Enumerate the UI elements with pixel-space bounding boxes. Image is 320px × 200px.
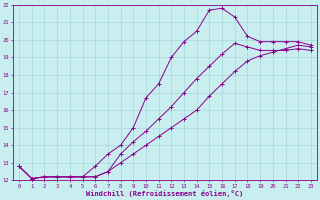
- X-axis label: Windchill (Refroidissement éolien,°C): Windchill (Refroidissement éolien,°C): [86, 190, 244, 197]
